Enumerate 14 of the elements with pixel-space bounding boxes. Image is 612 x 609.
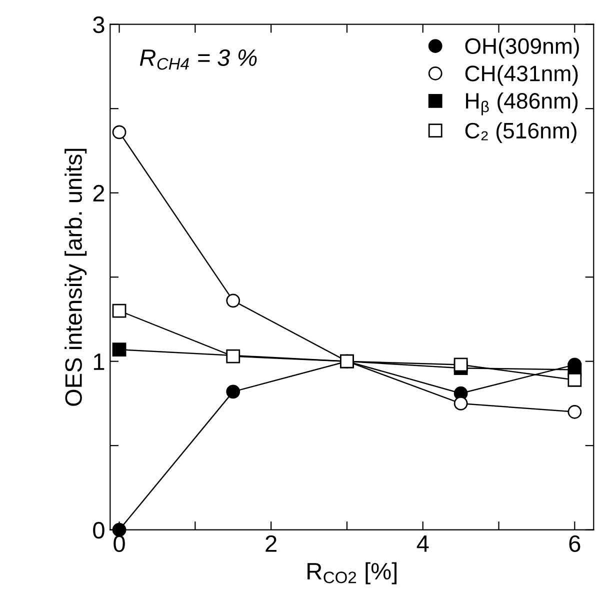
annotation: R$_{CH4}$ = 3 %: [140, 49, 257, 70]
y-tick-label: 2: [93, 184, 104, 202]
legend-label: OH(309nm): [465, 38, 579, 58]
legend-label: H$_{β}$ (486nm): [466, 92, 578, 116]
y-tick-label: 3: [93, 16, 104, 34]
x-tick-label: 2: [266, 535, 276, 552]
y-axis-title: OES intensity [arb. units]: [64, 148, 87, 406]
legend-label: C₂ (516nm): [465, 122, 576, 143]
x-tick-label: 4: [416, 536, 429, 552]
y-tick-label: 0: [93, 522, 104, 539]
y-tick-label: 1: [94, 354, 104, 370]
x-axis-title: R$_{CO2}$ [%]: [308, 562, 396, 584]
legend-label: CH(431nm): [465, 65, 578, 86]
x-tick-label: 6: [569, 535, 580, 552]
